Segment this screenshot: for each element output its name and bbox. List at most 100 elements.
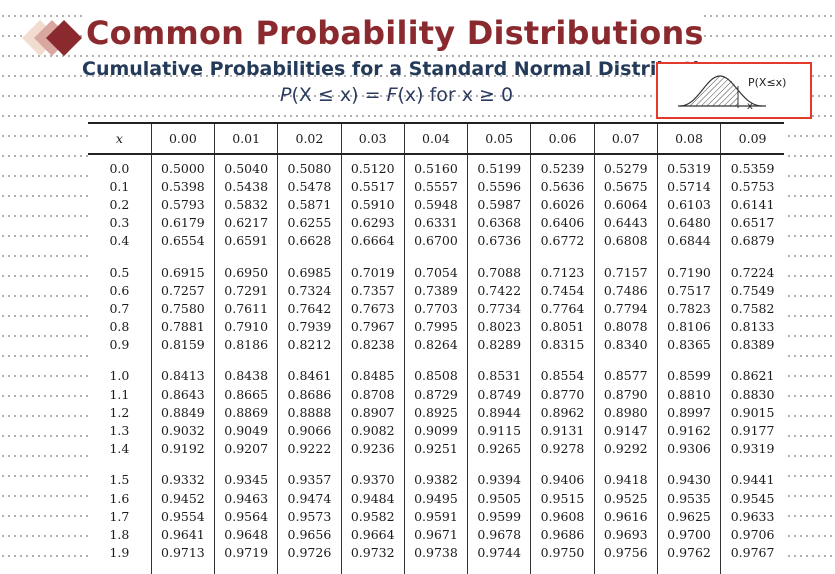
table-header-row: x 0.00 0.01 0.02 0.03 0.04 0.05 0.06 0.07 0.08 0.0… [88,122,784,155]
table-cell: 0.9648 [214,525,278,544]
row-header-x: 0.9 [109,337,130,353]
table-cell: 0.9115 [467,421,531,440]
table-row: 1.2 0.8849 0.8869 0.8888 0.8907 0.8925 0.8944 0… [88,403,784,422]
table-cell: 0.5987 [467,195,531,214]
table-cell: 0.7454 [530,281,595,300]
table-cell: 0.9678 [467,525,531,544]
table-cell: 0.9608 [530,507,595,526]
table-cell: 0.9265 [467,439,531,471]
table-cell: 0.7673 [340,299,405,318]
table-row: 0.1 0.5398 0.5438 0.5478 0.5517 0.5557 0.5596 0… [88,177,784,196]
table-cell: 0.9633 [720,507,784,526]
table-cell: 0.8438 [214,366,278,386]
column-header: 0.01 [214,122,278,155]
table-cell: 0.6628 [277,231,342,263]
table-cell: 0.9066 [277,421,342,440]
row-header-x: 0.8 [109,319,130,335]
table-cell: 0.7123 [530,262,595,282]
table-cell: 0.8770 [530,385,595,404]
table-cell: 0.5948 [403,195,468,214]
table-cell: 0.5478 [277,177,342,196]
table-cell: 0.9357 [277,470,342,489]
table-cell: 0.9418 [593,470,658,489]
table-cell: 0.8315 [530,335,595,367]
formula-mid: (X ≤ x) = [291,84,387,106]
table-cell: 0.8686 [277,385,342,404]
table-cell: 0.8577 [593,366,658,386]
table-row: 0.6 0.7257 0.7291 0.7324 0.7357 0.7389 0.7422 0… [88,281,784,300]
table-row: 1.4 0.9192 0.9207 0.9222 0.9236 0.9251 0.9265 0… [88,439,784,471]
column-header-x: x [88,122,152,155]
table-cell: 0.9641 [150,525,215,544]
table-cell: 0.5438 [214,177,278,196]
table-cell: 0.6736 [467,231,531,263]
table-cell: 0.6026 [530,195,595,214]
table-cell: 0.6700 [403,231,468,263]
table-cell: 0.9406 [530,470,595,489]
table-row: 0.9 0.8159 0.8186 0.8212 0.8238 0.8264 0.8289 0… [88,335,784,367]
table-cell: 0.8365 [656,335,721,367]
table-cell: 0.5517 [340,177,405,196]
table-cell: 0.9207 [214,439,278,471]
table-cell: 0.7764 [530,299,595,318]
table-cell: 0.9706 [720,525,784,544]
bell-curve-icon [678,75,766,108]
table-row: 0.4 0.6554 0.6591 0.6628 0.6664 0.6700 0.6736 0… [88,231,784,263]
table-cell: 0.7794 [593,299,658,318]
table-cell: 0.5359 [720,154,784,178]
table-cell: 0.9591 [403,507,468,526]
table-cell: 0.8106 [656,317,721,336]
table-row: 1.1 0.8643 0.8665 0.8686 0.8708 0.8729 0.8749 0… [88,385,784,404]
standard-normal-table: x 0.00 0.01 0.02 0.03 0.04 0.05 0.06 0.07 0.08 0.0… [88,122,784,574]
table-cell: 0.6217 [214,213,278,232]
table-cell: 0.9222 [277,439,342,471]
table-cell: 0.7224 [720,262,784,282]
table-cell: 0.8849 [150,403,215,422]
table-cell: 0.6664 [340,231,405,263]
column-header: 0.02 [277,122,342,155]
table-row: 1.0 0.8413 0.8438 0.8461 0.8485 0.8508 0.8531 0… [88,366,784,386]
table-row: 0.0 0.5000 0.5040 0.5080 0.5120 0.5160 0.5199 0… [88,154,784,178]
table-cell: 0.6844 [656,231,721,263]
table-cell: 0.8643 [150,385,215,404]
column-header: 0.04 [403,122,468,155]
table-cell: 0.8869 [214,403,278,422]
column-header: 0.00 [150,122,215,155]
table-cell: 0.8554 [530,366,595,386]
probability-label: P(X≤x) [748,76,787,89]
table-cell: 0.8708 [340,385,405,404]
table-cell: 0.8980 [593,403,658,422]
table-cell: 0.8078 [593,317,658,336]
table-cell: 0.8599 [656,366,721,386]
table-cell: 0.9082 [340,421,405,440]
row-header-x: 1.4 [109,441,130,457]
table-cell: 0.8186 [214,335,278,367]
table-cell: 0.7703 [403,299,468,318]
table-cell: 0.9713 [150,543,215,574]
table-cell: 0.9370 [340,470,405,489]
table-row: 1.6 0.9452 0.9463 0.9474 0.9484 0.9495 0.9505 0… [88,489,784,508]
table-cell: 0.9767 [720,543,784,574]
row-header-x: 1.1 [109,386,130,402]
table-cell: 0.6985 [277,262,342,282]
table-row: 0.5 0.6915 0.6950 0.6985 0.7019 0.7054 0.7088 0… [88,262,784,282]
table-row: 1.5 0.9332 0.9345 0.9357 0.9370 0.9382 0.9394 0… [88,470,784,489]
table-cell: 0.6443 [593,213,658,232]
table-cell: 0.9430 [656,470,721,489]
row-header-x: 1.6 [109,490,130,506]
table-cell: 0.8997 [656,403,721,422]
table-cell: 0.5239 [530,154,595,178]
table-cell: 0.7734 [467,299,531,318]
table-cell: 0.9306 [656,439,721,471]
table-cell: 0.9236 [340,439,405,471]
table-row: 1.3 0.9032 0.9049 0.9066 0.9082 0.9099 0.9115 0… [88,421,784,440]
table-cell: 0.7823 [656,299,721,318]
table-cell: 0.5832 [214,195,278,214]
table-cell: 0.9738 [403,543,468,574]
table-cell: 0.8264 [403,335,468,367]
cdf-formula: P(X ≤ x) = F(x) for x ≥ 0 [280,84,513,106]
table-row: 0.8 0.7881 0.7910 0.7939 0.7967 0.7995 0.8023 0… [88,317,784,336]
column-header: 0.06 [530,122,595,155]
table-cell: 0.5596 [467,177,531,196]
table-cell: 0.9573 [277,507,342,526]
